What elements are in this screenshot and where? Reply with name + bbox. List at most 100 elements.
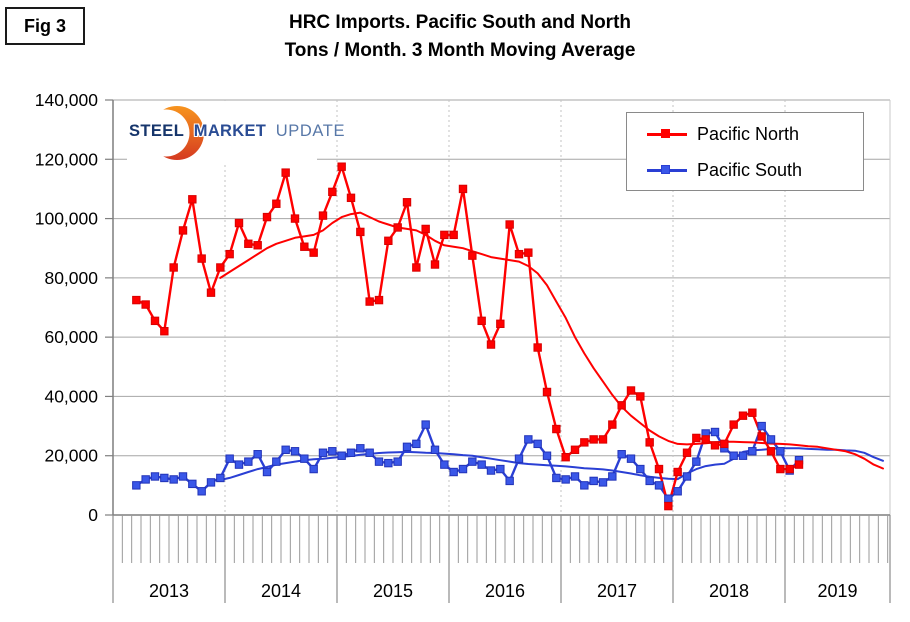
marker-pacific-north (290, 214, 300, 223)
marker-pacific-north (533, 343, 542, 352)
marker-pacific-south (253, 450, 262, 459)
year-label: 2017 (597, 581, 637, 601)
y-tick-label: 40,000 (44, 386, 98, 406)
y-tick-label: 120,000 (35, 149, 99, 169)
smu-logo: STEEL MARKET UPDATE (127, 101, 344, 164)
marker-pacific-north (757, 432, 766, 441)
marker-pacific-south (738, 451, 748, 460)
y-tick-label: 100,000 (35, 209, 99, 229)
marker-pacific-south (552, 473, 561, 483)
marker-pacific-south (309, 464, 318, 474)
marker-pacific-south (710, 427, 720, 437)
marker-pacific-north (710, 441, 720, 450)
marker-pacific-north (738, 411, 748, 420)
marker-pacific-south (272, 457, 281, 466)
marker-pacific-north (589, 435, 598, 444)
marker-pacific-north (309, 248, 318, 257)
marker-pacific-north (776, 464, 785, 474)
marker-pacific-south (561, 475, 570, 484)
marker-pacific-south (757, 421, 766, 431)
y-tick-label: 20,000 (44, 446, 98, 466)
marker-pacific-south (598, 478, 608, 487)
marker-pacific-south (262, 467, 272, 477)
marker-pacific-south (729, 451, 738, 460)
marker-pacific-north (234, 218, 244, 228)
marker-pacific-north (132, 295, 141, 305)
pacific-south-marker-icon (647, 164, 687, 176)
legend-label-pacific-north: Pacific North (697, 123, 800, 144)
marker-pacific-north (356, 227, 365, 237)
marker-pacific-north (617, 401, 626, 410)
marker-pacific-north (570, 445, 580, 454)
marker-pacific-south (608, 472, 617, 481)
marker-pacific-north (524, 248, 533, 257)
marker-pacific-south (496, 464, 505, 474)
marker-pacific-north (598, 435, 608, 444)
marker-pacific-south (664, 494, 673, 503)
marker-pacific-north (160, 327, 169, 336)
marker-pacific-south (356, 444, 365, 453)
marker-pacific-north (318, 211, 328, 220)
marker-pacific-north (673, 467, 682, 477)
marker-pacific-south (337, 451, 346, 460)
marker-pacific-south (570, 472, 580, 481)
legend-item-pacific-north: Pacific North (647, 123, 799, 145)
marker-pacific-south (169, 475, 178, 484)
smu-crescent-icon (146, 106, 204, 160)
marker-pacific-south (197, 487, 206, 496)
year-label: 2019 (817, 581, 857, 601)
marker-pacific-north (262, 212, 272, 222)
marker-pacific-south (430, 445, 440, 454)
marker-pacific-north (496, 319, 505, 329)
smu-logo-word-steel: STEEL (129, 122, 185, 140)
marker-pacific-north (430, 260, 440, 269)
marker-pacific-north (225, 249, 234, 259)
marker-pacific-north (384, 236, 393, 246)
marker-pacific-north (477, 316, 486, 326)
marker-pacific-north (188, 195, 197, 204)
marker-pacific-north (206, 288, 216, 297)
marker-pacific-south (626, 454, 636, 463)
marker-pacific-north (412, 263, 421, 272)
marker-pacific-north (365, 297, 374, 306)
marker-pacific-south (281, 445, 290, 454)
y-tick-label: 0 (88, 505, 98, 525)
marker-pacific-south (206, 478, 216, 487)
year-label: 2016 (485, 581, 525, 601)
marker-pacific-south (449, 467, 458, 477)
marker-pacific-south (421, 420, 430, 429)
chart-title-line1: HRC Imports. Pacific South and North (288, 12, 632, 33)
marker-pacific-south (580, 481, 589, 490)
marker-pacific-south (132, 481, 141, 490)
marker-pacific-north (608, 420, 617, 429)
marker-pacific-south (692, 457, 701, 466)
legend-item-pacific-south: Pacific South (647, 159, 802, 181)
marker-pacific-south (766, 435, 776, 444)
marker-pacific-north (748, 408, 757, 417)
marker-pacific-south (542, 451, 552, 460)
legend-label-pacific-south: Pacific South (697, 159, 803, 180)
marker-pacific-south (440, 460, 449, 469)
marker-pacific-south (589, 476, 598, 486)
marker-pacific-north (561, 452, 570, 462)
marker-pacific-south (533, 439, 542, 449)
marker-pacific-north (692, 433, 701, 443)
marker-pacific-north (794, 460, 804, 469)
marker-pacific-south (300, 454, 309, 463)
marker-pacific-north (281, 168, 290, 177)
year-label: 2013 (149, 581, 189, 601)
marker-pacific-south (160, 473, 169, 483)
marker-pacific-south (617, 450, 626, 459)
marker-pacific-north (440, 230, 449, 240)
marker-pacific-south (150, 472, 160, 481)
year-label: 2014 (261, 581, 301, 601)
marker-pacific-north (626, 386, 636, 395)
marker-pacific-north (636, 392, 645, 401)
marker-pacific-north (552, 424, 561, 434)
year-label: 2015 (373, 581, 413, 601)
marker-pacific-north (150, 316, 160, 326)
marker-pacific-north (682, 448, 692, 457)
marker-pacific-north (458, 184, 468, 194)
